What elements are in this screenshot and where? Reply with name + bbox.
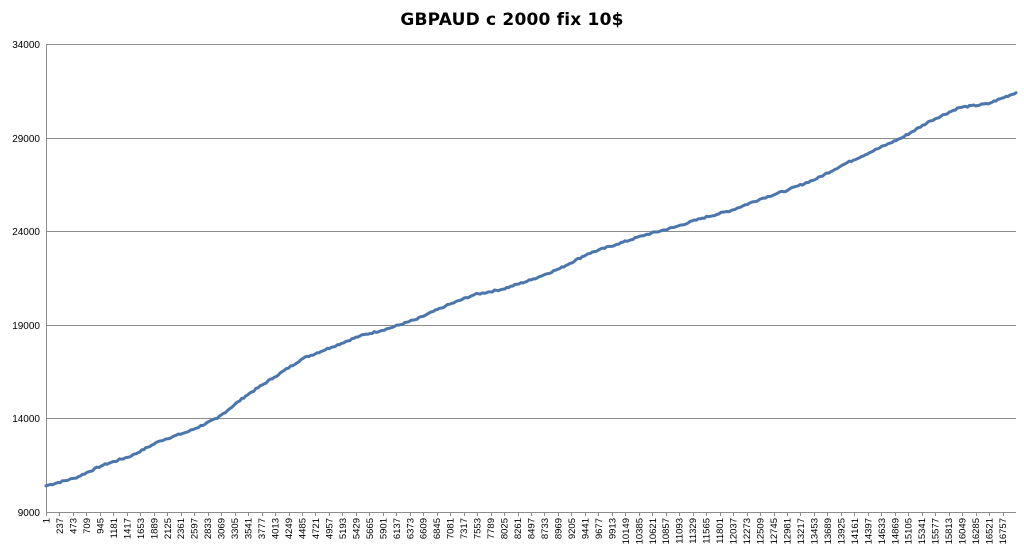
x-tick-label: 13453 xyxy=(809,518,820,544)
x-tick-label: 1889 xyxy=(149,518,160,539)
x-tick-label: 12745 xyxy=(769,518,780,544)
x-tick-label: 7081 xyxy=(446,518,457,539)
x-tick-label: 1181 xyxy=(109,518,120,538)
x-tick-label: 8261 xyxy=(513,518,524,539)
x-tick-label: 8969 xyxy=(553,518,564,539)
y-tick-label: 34000 xyxy=(12,40,40,51)
x-tick-label: 4013 xyxy=(271,518,282,539)
x-tick-label: 13217 xyxy=(796,518,807,544)
x-tick-label: 16757 xyxy=(998,518,1009,544)
x-tick-label: 9205 xyxy=(567,518,578,539)
x-tick-label: 11565 xyxy=(702,518,713,544)
x-tick-label: 6373 xyxy=(405,518,416,539)
x-tick-label: 10621 xyxy=(648,518,659,544)
x-tick-label: 4957 xyxy=(324,518,335,539)
x-tick-label: 13689 xyxy=(823,518,834,544)
x-tick-label: 5665 xyxy=(365,518,376,539)
x-tick-label: 10857 xyxy=(661,518,672,544)
x-tick-label: 12509 xyxy=(756,518,767,544)
x-tick-label: 1417 xyxy=(122,518,133,539)
x-tick-label: 7317 xyxy=(459,518,470,539)
x-tick-label: 14633 xyxy=(877,518,888,544)
x-tick-label: 15813 xyxy=(944,518,955,544)
x-tick-label: 3541 xyxy=(244,518,255,539)
axes xyxy=(46,44,1016,516)
y-tick-label: 19000 xyxy=(12,321,40,332)
x-tick-label: 10149 xyxy=(621,518,632,544)
x-tick-label: 15105 xyxy=(904,518,915,544)
x-tick-label: 7789 xyxy=(486,518,497,539)
x-tick-label: 13925 xyxy=(836,518,847,544)
x-tick-label: 3069 xyxy=(217,518,228,539)
x-tick-label: 8497 xyxy=(527,518,538,539)
x-tick-label: 11801 xyxy=(715,518,726,544)
x-tick-label: 7553 xyxy=(473,518,484,539)
x-tick-label: 16049 xyxy=(958,518,969,544)
x-tick-label: 6137 xyxy=(392,518,403,539)
x-tick-label: 9441 xyxy=(580,518,591,539)
x-tick-label: 9677 xyxy=(594,518,605,539)
x-tick-label: 15341 xyxy=(917,518,928,544)
x-tick-label: 4721 xyxy=(311,518,322,539)
x-tick-label: 11093 xyxy=(675,518,686,544)
x-tick-label: 15577 xyxy=(931,518,942,544)
series-line xyxy=(44,91,1018,488)
x-tick-label: 473 xyxy=(68,518,79,534)
x-tick-label: 8025 xyxy=(500,518,511,539)
x-tick-label: 10385 xyxy=(634,518,645,544)
x-tick-label: 2833 xyxy=(203,518,214,539)
x-tick-label: 12273 xyxy=(742,518,753,544)
x-tick-label: 14869 xyxy=(890,518,901,544)
x-tick-label: 4249 xyxy=(284,518,295,539)
x-tick-label: 12037 xyxy=(729,518,740,544)
x-tick-label: 2125 xyxy=(163,518,174,539)
x-tick-label: 1653 xyxy=(136,518,147,539)
x-tick-label: 16521 xyxy=(985,518,996,544)
x-tick-label: 4485 xyxy=(297,518,308,539)
x-tick-label: 1 xyxy=(42,518,53,523)
series-lines xyxy=(44,91,1018,488)
y-axis-tick-labels: 9000 14000 19000 24000 29000 34000 xyxy=(12,40,40,519)
x-tick-label: 12981 xyxy=(782,518,793,544)
chart-title: GBPAUD c 2000 fix 10$ xyxy=(400,10,624,30)
x-tick-label: 5193 xyxy=(338,518,349,539)
x-tick-label: 3777 xyxy=(257,518,268,539)
x-tick-label: 945 xyxy=(95,518,106,534)
x-tick-label: 6845 xyxy=(432,518,443,539)
y-tick-label: 9000 xyxy=(18,508,41,519)
x-tick-label: 3305 xyxy=(230,518,241,539)
y-tick-label: 14000 xyxy=(12,414,40,425)
x-tick-label: 237 xyxy=(55,518,66,534)
x-axis-tick-labels: 1 237 473 709 945 1181 1417 1653 1889 2125 2361 259… xyxy=(42,518,1010,544)
x-tick-label: 2597 xyxy=(190,518,201,539)
y-tick-label: 24000 xyxy=(12,227,40,238)
x-tick-label: 14397 xyxy=(863,518,874,544)
x-tick-label: 6609 xyxy=(419,518,430,539)
x-tick-label: 14161 xyxy=(850,518,861,544)
x-tick-label: 16285 xyxy=(971,518,982,544)
x-tick-label: 8733 xyxy=(540,518,551,539)
x-tick-label: 5901 xyxy=(378,518,389,539)
x-tick-label: 2361 xyxy=(176,518,187,539)
x-tick-label: 11329 xyxy=(688,518,699,544)
y-tick-label: 29000 xyxy=(12,134,40,145)
x-tick-label: 5429 xyxy=(351,518,362,539)
x-tick-label: 709 xyxy=(82,518,93,534)
x-tick-label: 9913 xyxy=(607,518,618,539)
